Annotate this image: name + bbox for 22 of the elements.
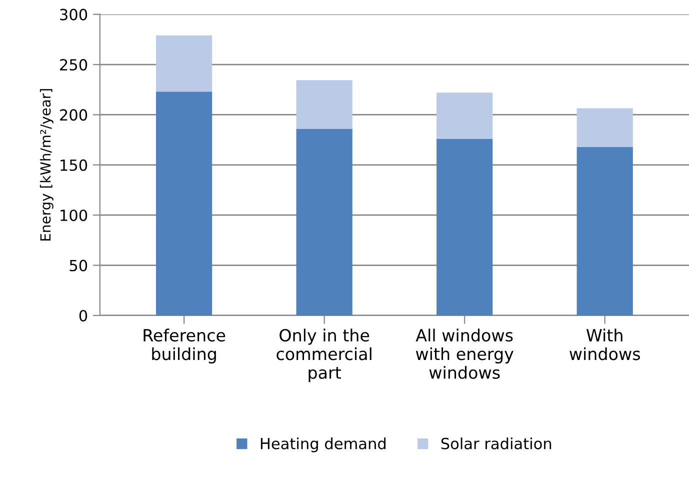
y-tick-label: 100 [60,210,88,222]
bar [296,128,352,316]
y-tick-label: 50 [70,260,88,272]
bar [436,138,493,316]
bar [156,92,212,316]
bar [576,146,633,316]
y-tick-label: 200 [60,109,88,121]
y-tick-label: 250 [60,58,88,71]
x-tick-label: Only in the commercial part [276,328,372,382]
bar [156,35,212,92]
legend-label: Solar radiation [441,438,552,450]
x-tick-label: Reference building [144,328,226,364]
x-tick-label: All windows with energy windows [416,328,514,379]
bar [576,108,633,147]
bar [296,80,352,129]
legend-label: Heating demand [260,438,386,452]
x-tick-label: With windows [570,328,640,360]
y-tick-label: 300 [60,8,88,20]
y-axis-title: Energy [kWh/m²/year] [40,89,54,240]
y-tick-label: 150 [60,159,88,171]
bar [436,92,493,139]
y-tick-label: 0 [79,310,88,322]
